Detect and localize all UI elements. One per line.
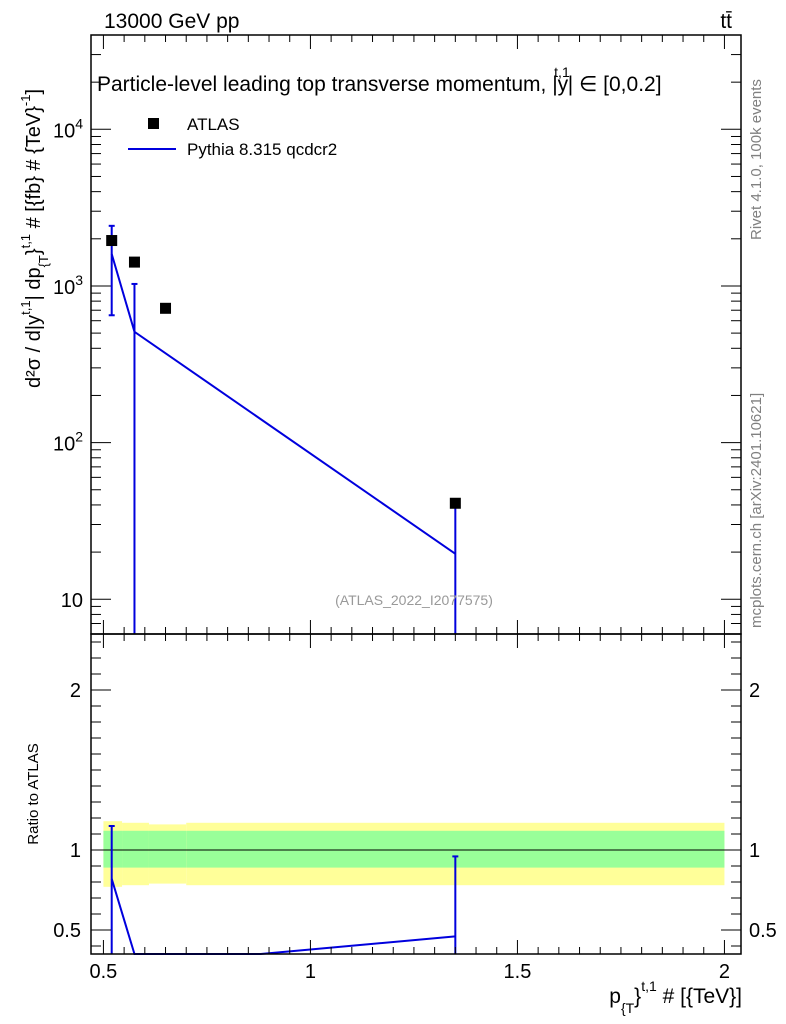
legend-atlas-label: ATLAS — [187, 115, 240, 134]
ylabel-part-2: | dp — [23, 267, 45, 300]
ratio-y-tick-label-right: 1 — [749, 840, 760, 862]
main-series-group — [106, 224, 461, 634]
mcplots-label: mcplots.cern.ch [arXiv:2401.10621] — [748, 393, 765, 628]
ylabel-part-1: d²σ / d|y — [23, 315, 45, 388]
xlabel-mid: } — [634, 985, 641, 1008]
y-tick-exponent: 2 — [75, 429, 83, 445]
xlabel-base: p — [609, 985, 621, 1008]
legend-pythia-label: Pythia 8.315 qcdcr2 — [187, 140, 337, 159]
y-tick-base: 10 — [53, 277, 75, 299]
ylabel-part-4: # [{fb} # {TeV} — [23, 106, 45, 234]
ratio-band-inner — [103, 830, 123, 868]
ratio-y-tick-label-left: 2 — [70, 680, 81, 702]
legend-atlas-marker — [148, 118, 159, 129]
main-y-tick-label: 103 — [53, 272, 83, 299]
y-tick-base: 10 — [61, 590, 83, 612]
ratio-band-inner — [148, 830, 187, 868]
mc-series-line — [110, 253, 456, 555]
ratio-panel: 0.5 0.5 1 1 2 2 0.5 1 1.5 2 Ratio to ATLAS p{T}t,… — [25, 633, 777, 1016]
atlas-data-point — [449, 497, 461, 509]
main-y-tick-label: 102 — [53, 429, 83, 456]
main-y-axis-label: d²σ / d|yt,1| dp{T}t,1 # [{fb} # {TeV}-1… — [18, 89, 51, 388]
ratio-y-tick-label-right: 2 — [749, 680, 760, 702]
rivet-version-label: Rivet 4.1.0, 100k events — [748, 79, 765, 240]
main-title-superscript: t,1 — [554, 64, 570, 80]
ylabel-part-3: } — [23, 248, 45, 255]
ratio-axis-ticks: 0.5 0.5 1 1 2 2 0.5 1 1.5 2 — [53, 634, 777, 983]
ratio-y-tick-label-right: 0.5 — [749, 920, 777, 942]
xlabel-tail: # [{TeV}] — [657, 985, 742, 1008]
ratio-y-tick-label-left: 1 — [70, 840, 81, 862]
ratio-y-tick-label-left: 0.5 — [53, 920, 81, 942]
y-tick-base: 10 — [53, 434, 75, 456]
x-tick-label: 1.5 — [504, 961, 532, 983]
atlas-data-point — [128, 256, 140, 268]
ylabel-sub: {T — [36, 255, 51, 267]
xlabel-sup: t,1 — [641, 978, 657, 994]
atlas-data-point — [106, 235, 118, 247]
y-tick-exponent: 4 — [75, 115, 83, 131]
ylabel-sup-2: t,1 — [18, 234, 33, 248]
ratio-bands-group — [103, 821, 725, 887]
ratio-y-axis-label: Ratio to ATLAS — [25, 743, 42, 844]
x-tick-label: 1 — [305, 961, 316, 983]
main-title: Particle-level leading top transverse mo… — [97, 64, 662, 96]
main-title-variable: y — [558, 73, 569, 96]
xlabel-sub: {T — [621, 1000, 635, 1016]
header-process-label: tt̄ — [720, 10, 732, 33]
x-tick-label: 2 — [719, 961, 730, 983]
main-title-text: Particle-level leading top transverse mo… — [97, 73, 558, 96]
atlas-data-point — [160, 302, 172, 314]
ylabel-sup-1: t,1 — [18, 300, 33, 314]
ratio-mc-line — [110, 878, 456, 955]
legend: ATLAS Pythia 8.315 qcdcr2 — [128, 115, 337, 159]
main-y-tick-label: 104 — [53, 115, 83, 142]
main-title-tail: | ∈ [0,0.2] — [568, 73, 662, 96]
x-axis-label: p{T}t,1 # [{TeV}] — [609, 978, 742, 1016]
ratio-panel-frame — [90, 633, 742, 955]
analysis-watermark: (ATLAS_2022_I2077575) — [335, 592, 493, 608]
ylabel-sup-3: -1 — [18, 95, 33, 107]
y-tick-base: 10 — [53, 120, 75, 142]
main-y-tick-label: 10 — [61, 590, 83, 612]
ylabel-part-5: ] — [23, 89, 45, 95]
y-tick-exponent: 3 — [75, 272, 83, 288]
x-tick-label: 0.5 — [90, 961, 118, 983]
header-energy-label: 13000 GeV pp — [104, 10, 239, 33]
ratio-band-inner — [122, 830, 149, 868]
